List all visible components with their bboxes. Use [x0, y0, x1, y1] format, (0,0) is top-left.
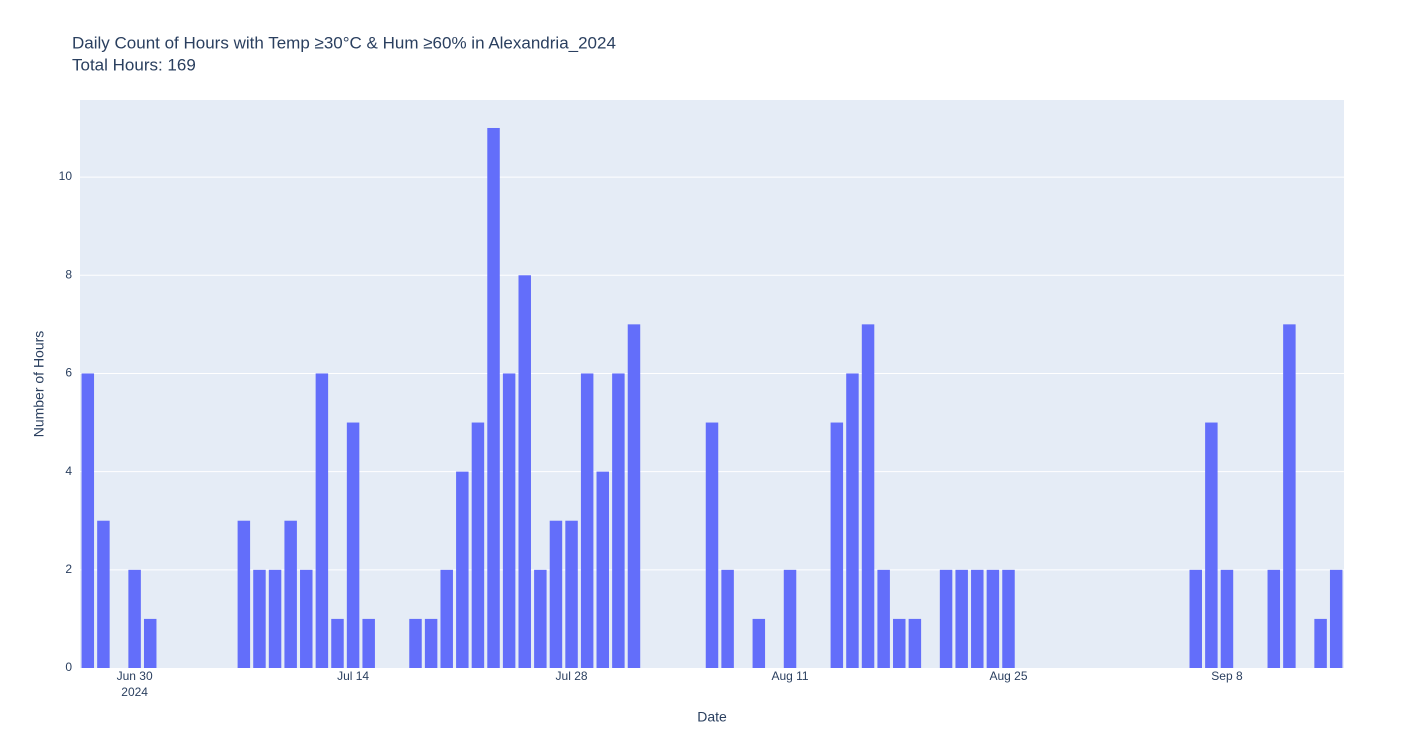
bar — [549, 520, 563, 668]
chart-title: Daily Count of Hours with Temp ≥30°C & H… — [72, 33, 616, 52]
x-tick-label: Jun 30 — [117, 669, 153, 683]
bar — [253, 569, 266, 668]
bar — [331, 618, 344, 668]
bar — [237, 520, 251, 668]
bar — [346, 422, 360, 668]
bar — [424, 618, 438, 668]
bar — [752, 618, 766, 668]
bar — [612, 373, 625, 668]
bar — [1205, 422, 1218, 668]
bar — [1002, 569, 1015, 668]
x-tick-label: Aug 11 — [771, 669, 808, 683]
bar — [97, 520, 110, 668]
bar — [830, 422, 844, 668]
bar — [971, 569, 984, 668]
x-tick-label: Jul 28 — [556, 669, 588, 683]
bar — [487, 127, 500, 668]
y-tick-label: 10 — [59, 169, 73, 183]
bar — [440, 569, 453, 668]
x-tick-label: Jul 14 — [337, 669, 369, 683]
bar — [986, 569, 1000, 668]
bar — [143, 618, 157, 668]
y-tick-label: 0 — [65, 660, 72, 674]
bar — [721, 569, 734, 668]
bar — [268, 569, 282, 668]
y-tick-label: 4 — [65, 464, 72, 478]
bar — [596, 471, 610, 668]
bar — [471, 422, 485, 668]
bar — [128, 569, 141, 668]
x-tick-year: 2024 — [121, 685, 148, 699]
bar — [1267, 569, 1281, 668]
bar — [409, 618, 422, 668]
bar — [565, 520, 578, 668]
y-tick-label: 8 — [65, 267, 72, 281]
x-tick-label: Sep 8 — [1211, 669, 1243, 683]
y-tick-label: 2 — [65, 562, 72, 576]
bar — [877, 569, 890, 668]
y-tick-label: 6 — [65, 366, 72, 380]
bar — [300, 569, 313, 668]
bar — [893, 618, 906, 668]
chart-subtitle: Total Hours: 169 — [72, 55, 196, 74]
bar — [955, 569, 968, 668]
bar — [1314, 618, 1327, 668]
bar — [1329, 569, 1343, 668]
bar — [705, 422, 719, 668]
y-axis-title: Number of Hours — [31, 331, 47, 438]
bar — [861, 324, 875, 668]
bar — [534, 569, 547, 668]
x-axis-title: Date — [697, 709, 727, 725]
bar — [580, 373, 594, 668]
bar — [1189, 569, 1202, 668]
x-tick-label: Aug 25 — [989, 669, 1027, 683]
bars — [81, 127, 1343, 668]
bar — [846, 373, 859, 668]
bar — [783, 569, 797, 668]
bar — [315, 373, 329, 668]
bar — [81, 373, 95, 668]
bar — [939, 569, 953, 668]
bar — [456, 471, 469, 668]
bar — [362, 618, 375, 668]
bar — [627, 324, 641, 668]
bar — [908, 618, 922, 668]
bar — [284, 520, 297, 668]
bar — [502, 373, 516, 668]
bar — [518, 275, 531, 668]
bar — [1283, 324, 1296, 668]
bar — [1220, 569, 1234, 668]
